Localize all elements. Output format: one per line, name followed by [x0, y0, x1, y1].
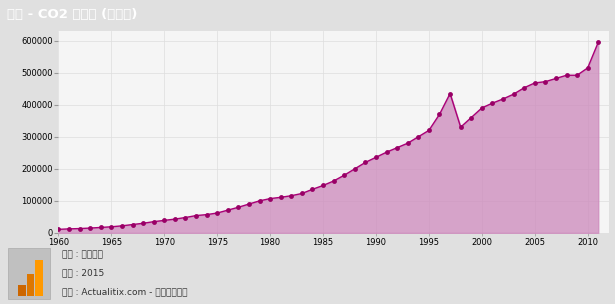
- Point: [202, 212, 212, 217]
- Point: [74, 226, 84, 231]
- Point: [276, 195, 285, 200]
- Point: [127, 222, 137, 227]
- Point: [360, 160, 370, 165]
- Point: [403, 141, 413, 146]
- Point: [392, 145, 402, 150]
- Point: [424, 128, 434, 133]
- Point: [138, 221, 148, 226]
- Point: [54, 227, 63, 232]
- Point: [170, 217, 180, 222]
- Point: [244, 202, 254, 206]
- Point: [572, 73, 582, 78]
- Point: [106, 224, 116, 229]
- Point: [519, 85, 529, 90]
- Point: [265, 196, 275, 201]
- Point: [339, 173, 349, 178]
- Point: [551, 76, 561, 81]
- Point: [413, 134, 423, 139]
- Text: 한국 - CO2 배출량 (킬로톤): 한국 - CO2 배출량 (킬로톤): [7, 8, 138, 21]
- Point: [561, 73, 571, 78]
- Point: [583, 65, 593, 70]
- Point: [435, 112, 445, 117]
- Point: [350, 166, 360, 171]
- Text: 날짜 : 2015: 날짜 : 2015: [62, 268, 104, 278]
- Point: [509, 92, 518, 97]
- Point: [477, 105, 486, 110]
- Point: [329, 178, 339, 183]
- Point: [488, 101, 498, 105]
- Bar: [35, 260, 42, 296]
- Point: [96, 225, 106, 230]
- Point: [466, 115, 476, 120]
- Point: [223, 208, 232, 212]
- Point: [456, 125, 466, 130]
- Point: [181, 215, 191, 220]
- Point: [85, 226, 95, 230]
- Point: [297, 191, 307, 196]
- Point: [541, 79, 550, 84]
- Point: [318, 183, 328, 188]
- Point: [191, 213, 201, 218]
- Point: [445, 91, 455, 96]
- Bar: [8, 248, 50, 299]
- Point: [212, 211, 222, 216]
- Bar: [18, 285, 26, 296]
- Point: [159, 218, 169, 223]
- Point: [593, 40, 603, 45]
- Point: [371, 155, 381, 160]
- Text: 制作 : Actualitix.com - 保鑫所有权利: 制作 : Actualitix.com - 保鑫所有权利: [62, 287, 187, 296]
- Point: [382, 150, 392, 154]
- Point: [149, 219, 159, 224]
- Point: [287, 193, 296, 198]
- Point: [234, 205, 244, 210]
- Point: [255, 199, 264, 203]
- Point: [530, 81, 540, 85]
- Point: [64, 226, 74, 231]
- Point: [308, 187, 317, 192]
- Point: [117, 223, 127, 228]
- Point: [498, 97, 508, 102]
- Bar: [27, 274, 34, 296]
- Text: 소스 : 세계은행: 소스 : 세계은행: [62, 250, 102, 259]
